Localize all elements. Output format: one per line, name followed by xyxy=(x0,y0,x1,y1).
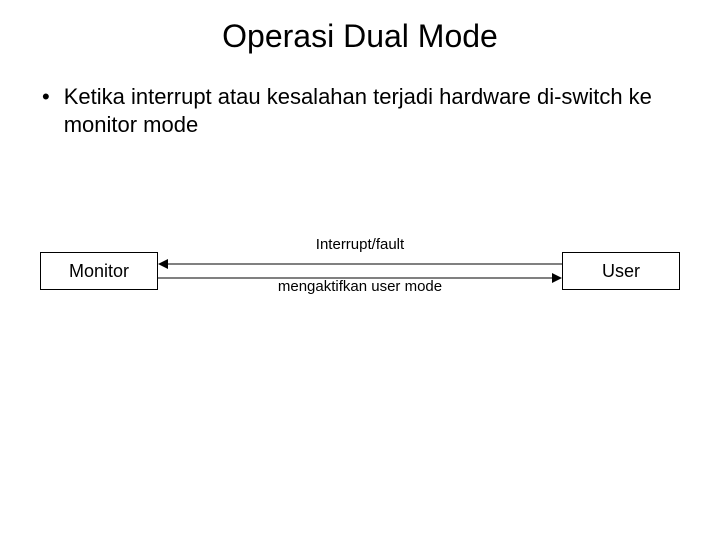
user-node-label: User xyxy=(602,261,640,282)
bullet-list: • Ketika interrupt atau kesalahan terjad… xyxy=(0,83,720,139)
edge-label-interrupt: Interrupt/fault xyxy=(158,236,562,253)
monitor-node: Monitor xyxy=(40,252,158,290)
edge-label-activate: mengaktifkan user mode xyxy=(158,278,562,295)
dual-mode-diagram: Monitor User Interrupt/fault mengaktifka… xyxy=(40,230,680,320)
bullet-text: Ketika interrupt atau kesalahan terjadi … xyxy=(64,83,678,139)
bullet-marker: • xyxy=(42,83,50,111)
page-title: Operasi Dual Mode xyxy=(0,0,720,55)
bullet-item: • Ketika interrupt atau kesalahan terjad… xyxy=(42,83,678,139)
user-node: User xyxy=(562,252,680,290)
monitor-node-label: Monitor xyxy=(69,261,129,282)
